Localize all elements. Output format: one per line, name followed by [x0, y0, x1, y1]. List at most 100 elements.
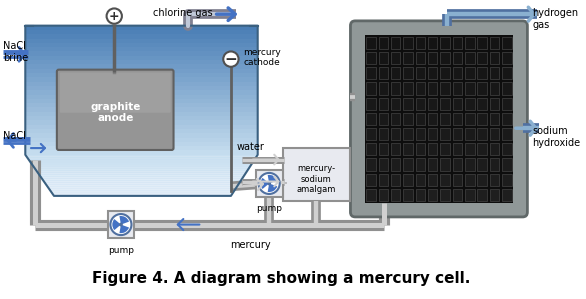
- Bar: [465, 52, 475, 64]
- Bar: [502, 82, 512, 95]
- Bar: [403, 82, 413, 95]
- Bar: [415, 82, 425, 95]
- Bar: [403, 52, 413, 64]
- Bar: [440, 97, 450, 110]
- Bar: [379, 37, 388, 49]
- Polygon shape: [38, 173, 246, 175]
- Bar: [391, 97, 400, 110]
- Polygon shape: [25, 94, 258, 99]
- Polygon shape: [45, 184, 239, 186]
- Bar: [490, 97, 499, 110]
- Bar: [490, 37, 499, 49]
- Bar: [428, 128, 438, 140]
- Bar: [440, 113, 450, 125]
- Polygon shape: [25, 112, 258, 116]
- Polygon shape: [25, 133, 258, 138]
- Bar: [490, 82, 499, 95]
- Polygon shape: [25, 82, 258, 86]
- Bar: [415, 174, 425, 186]
- Polygon shape: [25, 39, 258, 43]
- Bar: [379, 189, 388, 201]
- Bar: [440, 37, 450, 49]
- Polygon shape: [32, 165, 251, 167]
- Bar: [391, 37, 400, 49]
- Bar: [502, 189, 512, 201]
- Bar: [440, 174, 450, 186]
- Bar: [453, 128, 462, 140]
- Polygon shape: [25, 30, 258, 34]
- Bar: [440, 143, 450, 155]
- Bar: [428, 52, 438, 64]
- Polygon shape: [25, 129, 258, 133]
- Bar: [366, 82, 376, 95]
- Bar: [502, 67, 512, 80]
- Bar: [478, 189, 487, 201]
- Bar: [453, 189, 462, 201]
- Bar: [391, 158, 400, 171]
- Polygon shape: [37, 171, 247, 173]
- Polygon shape: [25, 69, 258, 73]
- Bar: [391, 174, 400, 186]
- Circle shape: [223, 51, 239, 67]
- Text: mercury: mercury: [230, 240, 270, 250]
- Wedge shape: [120, 225, 129, 233]
- Polygon shape: [25, 77, 258, 82]
- Text: chlorine gas: chlorine gas: [154, 8, 213, 19]
- Wedge shape: [261, 178, 269, 189]
- Bar: [502, 37, 512, 49]
- Polygon shape: [35, 169, 248, 171]
- Bar: [490, 143, 499, 155]
- Bar: [415, 97, 425, 110]
- Bar: [465, 128, 475, 140]
- FancyBboxPatch shape: [57, 70, 173, 150]
- Bar: [440, 67, 450, 80]
- Polygon shape: [25, 120, 258, 125]
- Bar: [478, 113, 487, 125]
- Bar: [440, 158, 450, 171]
- Bar: [465, 37, 475, 49]
- Bar: [453, 37, 462, 49]
- Polygon shape: [30, 161, 254, 163]
- Bar: [366, 189, 376, 201]
- Bar: [415, 143, 425, 155]
- FancyBboxPatch shape: [60, 73, 171, 113]
- Bar: [428, 113, 438, 125]
- Bar: [379, 143, 388, 155]
- Text: water: water: [236, 142, 264, 152]
- Bar: [502, 52, 512, 64]
- Bar: [403, 97, 413, 110]
- Bar: [465, 189, 475, 201]
- Polygon shape: [25, 43, 258, 47]
- Polygon shape: [25, 155, 258, 157]
- Bar: [403, 37, 413, 49]
- Polygon shape: [34, 167, 250, 169]
- Bar: [366, 67, 376, 80]
- Bar: [490, 128, 499, 140]
- Bar: [428, 82, 438, 95]
- Bar: [366, 128, 376, 140]
- FancyBboxPatch shape: [255, 170, 282, 197]
- Bar: [453, 67, 462, 80]
- Bar: [391, 128, 400, 140]
- Bar: [478, 37, 487, 49]
- Polygon shape: [44, 181, 240, 184]
- Polygon shape: [25, 142, 258, 146]
- Text: pump: pump: [108, 245, 134, 255]
- Bar: [415, 67, 425, 80]
- Bar: [428, 174, 438, 186]
- Bar: [391, 67, 400, 80]
- Bar: [365, 35, 513, 203]
- Polygon shape: [25, 26, 258, 30]
- Bar: [453, 113, 462, 125]
- Bar: [453, 158, 462, 171]
- Polygon shape: [28, 159, 255, 161]
- Polygon shape: [47, 186, 237, 188]
- Bar: [391, 189, 400, 201]
- Polygon shape: [25, 125, 258, 129]
- Bar: [391, 143, 400, 155]
- Bar: [478, 97, 487, 110]
- Polygon shape: [25, 73, 258, 77]
- Bar: [415, 158, 425, 171]
- Bar: [379, 113, 388, 125]
- Bar: [478, 67, 487, 80]
